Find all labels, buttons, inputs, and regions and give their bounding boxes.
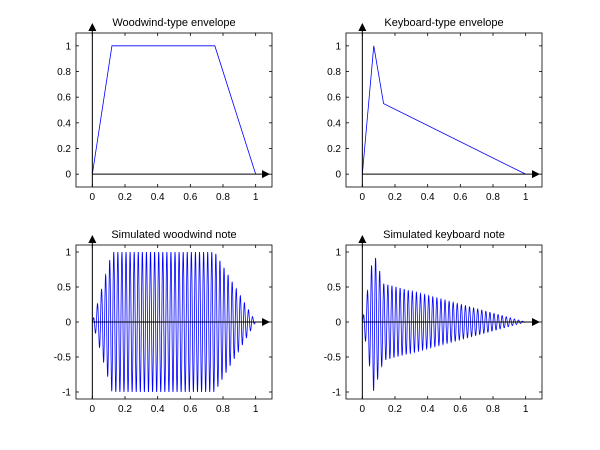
y-tick-label: 1 — [335, 248, 341, 259]
y-tick-label: 0.5 — [327, 283, 341, 294]
y-tick-label: 0.2 — [327, 144, 341, 155]
x-tick-label: 0.8 — [486, 192, 500, 203]
x-tick-label: 0 — [360, 192, 366, 203]
y-axis-arrow — [88, 235, 97, 243]
x-tick-label: 0 — [90, 404, 96, 415]
subplot-keyboard-envelope: Keyboard-type envelope 0 0.2 0.4 0.6 0.8 1 0 0.… — [327, 17, 543, 203]
chart-title: Keyboard-type envelope — [384, 17, 503, 29]
series-line — [91, 45, 257, 175]
chart-title: Simulated keyboard note — [383, 229, 505, 241]
x-tick-label: 0.8 — [486, 404, 500, 415]
y-tick-label: 1 — [65, 248, 71, 259]
y-axis-arrow — [358, 235, 367, 243]
x-axis-arrow — [532, 318, 540, 326]
x-axis-arrow — [262, 318, 270, 326]
x-tick-label: 1 — [523, 192, 529, 203]
y-tick-label: -1 — [332, 388, 341, 399]
x-tick-label: 1 — [523, 404, 529, 415]
subplot-keyboard-note: Simulated keyboard note 0 0.2 0.4 0.6 0.8 1 -1… — [324, 229, 543, 415]
y-tick-label: 0.6 — [327, 93, 341, 104]
y-tick-label: 0 — [65, 170, 71, 181]
y-tick-label: -1 — [62, 388, 71, 399]
y-tick-label: 0.4 — [57, 118, 71, 129]
x-tick-label: 0 — [90, 192, 96, 203]
x-axis-arrow — [532, 170, 540, 179]
y-tick-label: 0.2 — [57, 144, 71, 155]
x-tick-label: 0.2 — [118, 404, 132, 415]
subplot-woodwind-envelope: Woodwind-type envelope 0 0.2 0.4 0.6 0.8 1 0 0.… — [57, 17, 273, 203]
y-tick-label: -0.5 — [54, 353, 72, 364]
y-tick-label: 1 — [65, 41, 71, 52]
x-axis-arrow — [262, 170, 270, 179]
x-tick-label: 0.4 — [151, 192, 165, 203]
x-tick-label: 0.4 — [421, 404, 435, 415]
x-tick-label: 0.8 — [216, 192, 230, 203]
x-tick-label: 0.4 — [421, 192, 435, 203]
subplot-woodwind-note: Simulated woodwind note 0 0.2 0.4 0.6 0.8 1 -1… — [54, 229, 273, 415]
y-tick-label: 1 — [335, 41, 341, 52]
y-tick-label: 0 — [65, 318, 71, 329]
plot-frame — [75, 32, 273, 188]
x-tick-label: 0.2 — [388, 404, 402, 415]
plot-frame — [345, 32, 543, 188]
x-tick-label: 0.4 — [151, 404, 165, 415]
x-tick-label: 0 — [360, 404, 366, 415]
x-tick-label: 1 — [253, 192, 259, 203]
x-tick-label: 0.2 — [118, 192, 132, 203]
y-tick-label: -0.5 — [324, 353, 342, 364]
x-tick-label: 0.6 — [183, 192, 197, 203]
y-tick-label: 0.4 — [327, 118, 341, 129]
y-tick-label: 0 — [335, 170, 341, 181]
x-tick-label: 0.8 — [216, 404, 230, 415]
x-tick-label: 0.6 — [453, 192, 467, 203]
y-tick-label: 0.5 — [57, 283, 71, 294]
x-tick-label: 0.6 — [183, 404, 197, 415]
x-tick-label: 1 — [253, 404, 259, 415]
y-axis-arrow — [358, 23, 367, 31]
x-tick-label: 0.6 — [453, 404, 467, 415]
chart-title: Simulated woodwind note — [111, 229, 236, 241]
y-tick-label: 0.8 — [57, 67, 71, 78]
series-line — [361, 45, 526, 175]
y-tick-label: 0.8 — [327, 67, 341, 78]
chart-title: Woodwind-type envelope — [112, 17, 235, 29]
y-axis-arrow — [88, 23, 97, 31]
x-tick-label: 0.2 — [388, 192, 402, 203]
y-tick-label: 0.6 — [57, 93, 71, 104]
y-tick-label: 0 — [335, 318, 341, 329]
